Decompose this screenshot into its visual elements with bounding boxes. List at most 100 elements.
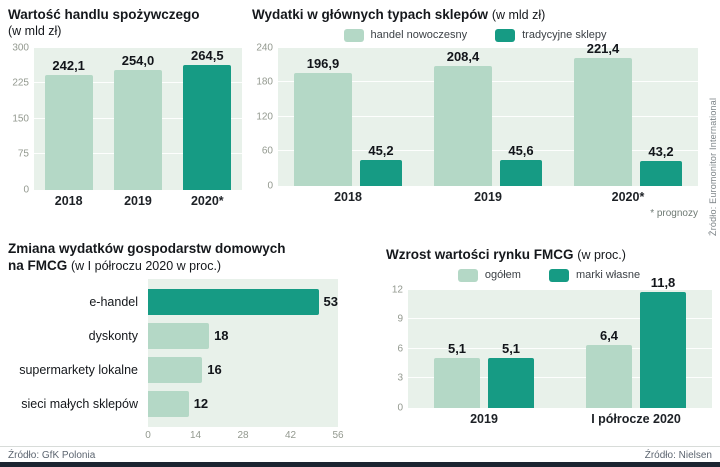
legend-label: tradycyjne sklepy <box>522 29 607 42</box>
x-axis-tick: 56 <box>332 429 344 441</box>
source-gfk: Źródło: GfK Polonia <box>8 450 96 461</box>
bar-value-label: 16 <box>207 362 222 378</box>
chart-fmcg-market-growth: Wzrost wartości rynku FMCG (w proc.) ogó… <box>386 246 712 426</box>
legend-label: ogółem <box>484 269 521 282</box>
plot-area: 240 180 120 60 0 196,9 45,2 208,4 45,6 221,4 43,2 <box>252 41 698 191</box>
bar-group: 208,4 45,6 <box>418 48 558 186</box>
plot-panel: 242,1 254,0 264,5 <box>34 48 242 190</box>
bar <box>148 322 210 349</box>
footer: Źródło: GfK Polonia Źródło: Nielsen <box>0 446 720 461</box>
bar-group: 221,4 43,2 <box>558 41 698 186</box>
plot-area: e-handel dyskonty supermarkety lokalne siec… <box>8 278 338 427</box>
source-euromonitor: Źródło: Euromonitor International <box>708 97 718 236</box>
bar: 221,4 <box>574 41 632 186</box>
bar-group: 242,1 <box>34 48 103 190</box>
bar-value-label: 5,1 <box>447 340 467 356</box>
bar: 196,9 <box>294 56 352 186</box>
chart-subtitle: (w mld zł) <box>491 8 546 22</box>
bar: 5,1 <box>434 341 480 408</box>
bar: 11,8 <box>640 275 686 408</box>
category-label: 2019 <box>470 411 498 426</box>
chart-title: Wartość handlu spożywczego <box>8 7 200 22</box>
bar-value-label: 53 <box>323 294 338 310</box>
legend-item: tradycyjne sklepy <box>495 28 607 42</box>
bar-value-label: 45,2 <box>368 142 394 158</box>
bar-value-label: 208,4 <box>446 48 480 64</box>
bar: 43,2 <box>640 144 682 186</box>
y-axis: 12 9 6 3 0 <box>386 284 408 413</box>
legend-swatch-light <box>343 28 364 42</box>
x-axis: 2018 2019 2020* <box>34 194 242 208</box>
bar-row: 18 <box>148 319 338 353</box>
category-label: 2020* <box>190 193 224 208</box>
legend-label: marki własne <box>575 269 641 282</box>
y-axis-tick: 0 <box>267 180 273 192</box>
x-axis: 2019 I półrocze 2020 <box>408 412 712 426</box>
legend-label: handel nowoczesny <box>370 29 468 42</box>
plot-panel: 5,1 5,1 6,4 11,8 <box>408 275 712 408</box>
bar-value-label: 221,4 <box>586 41 620 57</box>
bottom-accent-bar <box>0 462 720 467</box>
chart-food-trade-value: Wartość handlu spożywczego (w mld zł) 30… <box>8 6 242 208</box>
bar-group: 254,0 <box>103 48 172 190</box>
y-axis-tick: 150 <box>12 113 29 125</box>
gridline <box>408 318 712 320</box>
x-axis-tick: 0 <box>145 429 151 441</box>
bar-value-label: 264,5 <box>191 47 224 63</box>
chart-subtitle: (w mld zł) <box>8 24 62 38</box>
bar-group: 264,5 <box>173 48 242 190</box>
bar <box>148 356 203 383</box>
y-axis: 300 225 150 75 0 <box>8 42 34 195</box>
y-axis-tick: 3 <box>397 372 403 384</box>
bar-value-label: 254,0 <box>121 52 155 68</box>
bar-value-label: 6,4 <box>599 327 619 343</box>
source-nielsen: Źródło: Nielsen <box>644 450 712 461</box>
y-axis-tick: 120 <box>256 111 273 123</box>
bar-value-label: 45,6 <box>508 142 534 158</box>
plot-panel: 196,9 45,2 208,4 45,6 221,4 43,2 <box>278 41 698 186</box>
bar: 6,4 <box>586 328 632 408</box>
bar <box>148 390 189 417</box>
bar-value-label: 11,8 <box>650 274 676 290</box>
bar-value-label: 242,1 <box>52 58 85 74</box>
y-axis-tick: 75 <box>17 148 29 160</box>
category-labels: e-handel dyskonty supermarkety lokalne siec… <box>8 279 148 427</box>
y-axis-tick: 12 <box>391 284 403 296</box>
bar-group: 5,1 5,1 <box>408 290 560 408</box>
chart-title: Wydatki w głównych typach sklepów (w mld… <box>252 6 698 24</box>
x-axis-tick: 14 <box>189 429 202 441</box>
category-label: 2018 <box>54 193 83 208</box>
category-label: 2018 <box>334 189 362 204</box>
legend-swatch-teal <box>495 28 516 42</box>
bar: 242,1 <box>44 58 93 190</box>
x-axis-tick: 42 <box>284 429 297 441</box>
category-label: dyskonty <box>88 328 138 343</box>
bar-row: 53 <box>148 285 338 319</box>
y-axis-tick: 0 <box>397 402 403 414</box>
bar-group: 196,9 45,2 <box>278 48 418 186</box>
legend-item: ogółem <box>457 268 521 282</box>
forecast-footnote: * prognozy <box>650 207 698 219</box>
category-label: I półrocze 2020 <box>591 411 681 426</box>
bar-value-label: 12 <box>193 396 209 412</box>
y-axis-tick: 240 <box>256 42 273 54</box>
bar-value-label: 196,9 <box>306 55 340 71</box>
legend-swatch-light <box>457 268 478 282</box>
y-axis-tick: 225 <box>12 77 29 89</box>
bar <box>148 288 319 315</box>
chart-store-type-spending: Wydatki w głównych typach sklepów (w mld… <box>252 6 698 219</box>
y-axis-tick: 180 <box>256 76 273 88</box>
y-axis-tick: 60 <box>261 145 273 157</box>
y-axis-tick: 0 <box>23 184 29 196</box>
bar-value-label: 18 <box>214 328 229 344</box>
bar-value-label: 5,1 <box>501 340 521 356</box>
bar: 264,5 <box>183 48 232 190</box>
y-axis: 240 180 120 60 0 <box>252 42 278 191</box>
legend-item: handel nowoczesny <box>343 28 468 42</box>
x-axis: 0 14 28 42 56 <box>145 429 343 444</box>
bar-value-label: 43,2 <box>648 143 674 159</box>
category-label: supermarkety lokalne <box>19 362 138 377</box>
bar-group: 6,4 11,8 <box>560 275 712 408</box>
bar-row: 12 <box>148 387 338 421</box>
plot-panel: 53 18 16 12 <box>148 278 338 427</box>
